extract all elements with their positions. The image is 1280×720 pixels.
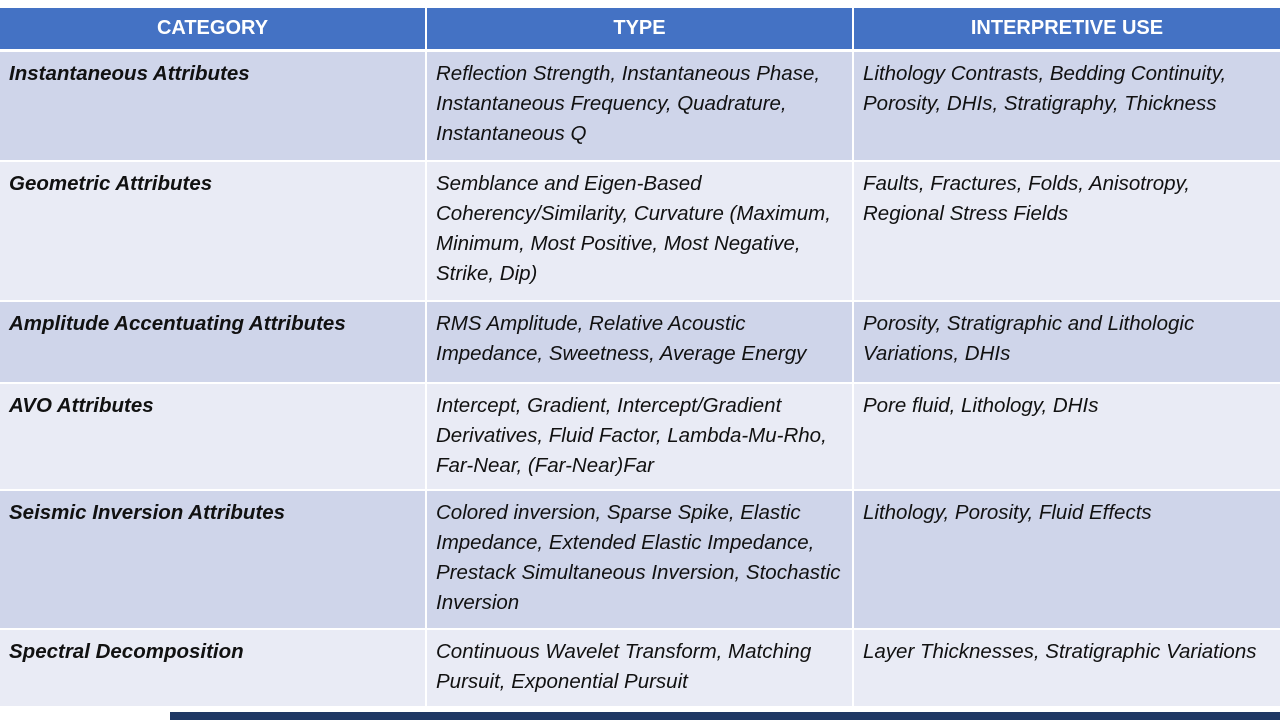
table-row: AVO Attributes Intercept, Gradient, Inte… (0, 382, 1280, 491)
row-type: Reflection Strength, Instantaneous Phase… (426, 50, 854, 162)
row-use: Lithology, Porosity, Fluid Effects (853, 489, 1280, 630)
table-row: Spectral Decomposition Continuous Wavele… (0, 628, 1280, 708)
row-type: Continuous Wavelet Transform, Matching P… (426, 628, 854, 708)
table-header-row: CATEGORY TYPE INTERPRETIVE USE (0, 8, 1280, 52)
header-type: TYPE (426, 8, 854, 52)
row-use: Pore fluid, Lithology, DHIs (853, 382, 1280, 491)
row-category: Seismic Inversion Attributes (0, 489, 427, 630)
table-row: Instantaneous Attributes Reflection Stre… (0, 50, 1280, 162)
footer-accent-bar (170, 712, 1280, 720)
row-use: Lithology Contrasts, Bedding Continuity,… (853, 50, 1280, 162)
header-interpretive-use: INTERPRETIVE USE (853, 8, 1280, 52)
row-use: Faults, Fractures, Folds, Anisotropy, Re… (853, 160, 1280, 302)
table-row: Geometric Attributes Semblance and Eigen… (0, 160, 1280, 302)
table-row: Seismic Inversion Attributes Colored inv… (0, 489, 1280, 630)
row-category: Instantaneous Attributes (0, 50, 427, 162)
row-use: Layer Thicknesses, Stratigraphic Variati… (853, 628, 1280, 708)
header-category: CATEGORY (0, 8, 427, 52)
seismic-attributes-table: CATEGORY TYPE INTERPRETIVE USE Instantan… (0, 8, 1280, 708)
row-type: Intercept, Gradient, Intercept/Gradient … (426, 382, 854, 491)
row-category: Geometric Attributes (0, 160, 427, 302)
row-category: Amplitude Accentuating Attributes (0, 300, 427, 384)
row-category: Spectral Decomposition (0, 628, 427, 708)
row-type: Semblance and Eigen-Based Coherency/Simi… (426, 160, 854, 302)
row-category: AVO Attributes (0, 382, 427, 491)
table-row: Amplitude Accentuating Attributes RMS Am… (0, 300, 1280, 384)
row-type: Colored inversion, Sparse Spike, Elastic… (426, 489, 854, 630)
row-use: Porosity, Stratigraphic and Lithologic V… (853, 300, 1280, 384)
row-type: RMS Amplitude, Relative Acoustic Impedan… (426, 300, 854, 384)
